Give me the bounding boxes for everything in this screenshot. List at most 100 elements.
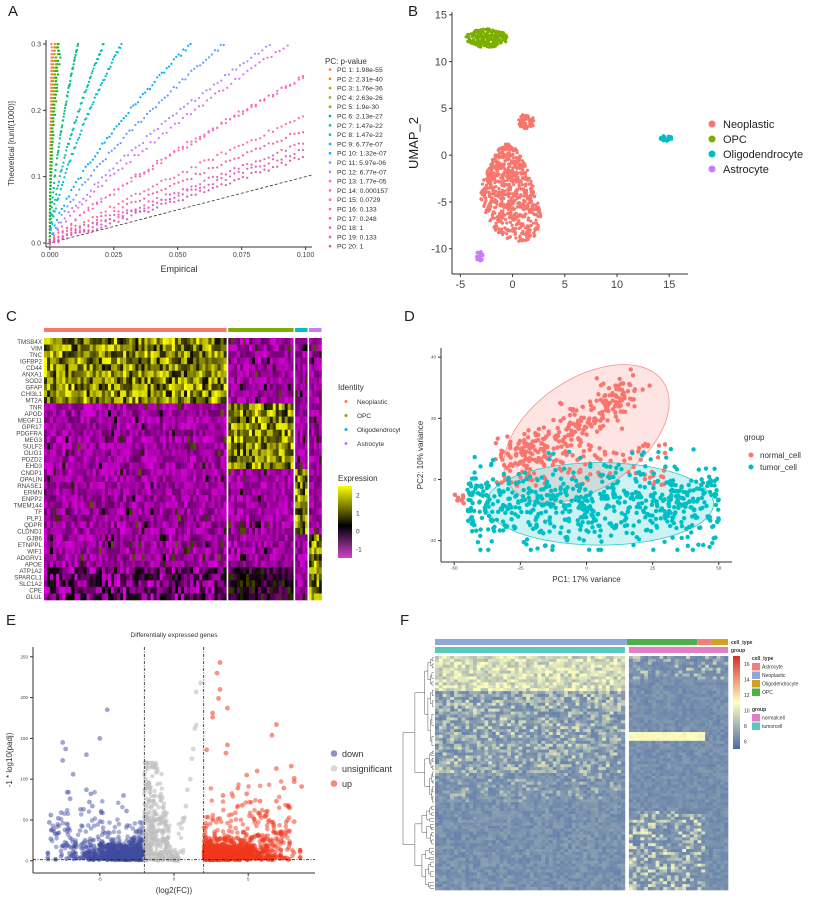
panel-b-point bbox=[485, 169, 490, 173]
panel-b-point bbox=[537, 208, 542, 212]
panel-b-point bbox=[534, 203, 538, 207]
panel-c-heatmap-cell bbox=[123, 396, 127, 404]
panel-b-point bbox=[513, 159, 517, 164]
panel-c-heatmap-cell bbox=[138, 390, 142, 398]
panel-a-series-18 bbox=[48, 142, 305, 243]
panel-c-heatmap-cell bbox=[309, 344, 312, 352]
panel-c-heatmap-cell bbox=[141, 396, 145, 404]
panel-b-point bbox=[505, 202, 509, 206]
panel-a-legend-swatch bbox=[328, 86, 332, 90]
panel-a-point bbox=[182, 105, 186, 108]
panel-c-heatmap-cell bbox=[187, 390, 191, 398]
panel-c-heatmap-cell bbox=[217, 390, 221, 398]
panel-c-heatmap-cell bbox=[260, 449, 265, 457]
panel-c-heatmap-cell bbox=[104, 344, 109, 352]
panel-c-heatmap-cell bbox=[107, 482, 112, 489]
panel-a-point bbox=[54, 69, 57, 73]
panel-c-heatmap-cell bbox=[295, 357, 298, 365]
panel-c-heatmap-cell bbox=[275, 370, 280, 378]
panel-c-heatmap-cell bbox=[295, 338, 298, 345]
panel-c-heatmap-cell bbox=[214, 410, 218, 417]
panel-c-heatmap-cell bbox=[47, 377, 51, 385]
panel-b-point bbox=[521, 168, 525, 172]
panel-b-point bbox=[466, 40, 471, 44]
panel-a-point bbox=[164, 120, 167, 123]
panel-a-point bbox=[168, 116, 171, 120]
panel-a-point bbox=[141, 150, 144, 153]
panel-c-heatmap-cell bbox=[126, 508, 130, 516]
panel-c-heatmap-cell bbox=[95, 455, 100, 463]
panel-c-heatmap-cell bbox=[74, 357, 78, 365]
panel-c-heatmap-cell bbox=[266, 416, 271, 424]
panel-c-heatmap-cell bbox=[251, 436, 256, 444]
panel-a-point bbox=[112, 167, 115, 170]
panel-c-heatmap-cell bbox=[62, 495, 66, 503]
panel-c-heatmap-cell bbox=[260, 370, 265, 378]
panel-c-heatmap-cell bbox=[269, 429, 274, 437]
panel-c-heatmap-cell bbox=[56, 403, 60, 411]
panel-a-point bbox=[55, 157, 59, 160]
panel-c-heatmap-cell bbox=[220, 475, 224, 483]
panel-b-y-tick-label: 15 bbox=[435, 10, 447, 22]
panel-a-point bbox=[263, 158, 266, 161]
panel-c-heatmap-cell bbox=[129, 508, 133, 516]
panel-c-heatmap-cell bbox=[123, 508, 127, 516]
panel-b-point bbox=[520, 159, 525, 163]
panel-c-heatmap-cell bbox=[314, 429, 317, 437]
panel-a-point bbox=[125, 182, 129, 185]
panel-c-heatmap-cell bbox=[311, 508, 315, 516]
panel-c-heatmap-cell bbox=[144, 370, 148, 378]
panel-c-heatmap-cell bbox=[53, 357, 57, 365]
panel-a-point bbox=[146, 112, 149, 116]
panel-c-heatmap-cell bbox=[92, 501, 97, 509]
panel-a-point bbox=[50, 56, 53, 59]
panel-a-point bbox=[161, 132, 164, 135]
panel-a-point bbox=[203, 186, 206, 189]
panel-a-point bbox=[169, 90, 172, 93]
panel-c-heatmap-cell bbox=[126, 377, 130, 385]
panel-c-heatmap-cell bbox=[202, 403, 206, 411]
panel-c-heatmap-cell bbox=[123, 449, 127, 457]
panel-c-heatmap-cell bbox=[275, 495, 280, 503]
panel-c-heatmap-cell bbox=[184, 495, 188, 503]
panel-c-heatmap-cell bbox=[120, 383, 124, 391]
panel-c-heatmap-cell bbox=[159, 508, 164, 516]
panel-a-point bbox=[55, 218, 59, 222]
panel-c-heatmap-cell bbox=[208, 436, 212, 444]
panel-c-heatmap-cell bbox=[275, 383, 280, 391]
panel-c-heatmap-cell bbox=[311, 475, 315, 483]
panel-a-point bbox=[254, 138, 257, 141]
panel-c-heatmap-cell bbox=[92, 508, 97, 516]
panel-a-point bbox=[216, 185, 219, 188]
panel-a-y-axis-label: Theoretical [runif(1000)] bbox=[7, 101, 16, 186]
panel-a-legend-swatch bbox=[328, 170, 332, 174]
panel-a-point bbox=[59, 188, 62, 191]
panel-a-point bbox=[301, 155, 305, 159]
panel-c-heatmap-cell bbox=[156, 396, 160, 404]
panel-c-heatmap-cell bbox=[59, 501, 63, 509]
panel-c-heatmap-cell bbox=[117, 436, 121, 444]
panel-c-heatmap-cell bbox=[290, 488, 294, 496]
panel-a-point bbox=[139, 96, 142, 99]
panel-c-heatmap-cell bbox=[165, 462, 170, 470]
panel-c-heatmap-cell bbox=[132, 501, 136, 509]
panel-c-heatmap-cell bbox=[254, 344, 259, 352]
panel-a-point bbox=[138, 175, 142, 178]
panel-c-heatmap-cell bbox=[278, 488, 282, 496]
panel-c-heatmap-cell bbox=[208, 455, 212, 463]
panel-b-point bbox=[509, 210, 513, 215]
panel-c-heatmap-cell bbox=[260, 521, 265, 529]
panel-c-heatmap-cell bbox=[237, 383, 241, 391]
panel-c-heatmap-cell bbox=[56, 495, 60, 503]
panel-b-point bbox=[503, 148, 507, 152]
panel-c-heatmap-cell bbox=[89, 521, 94, 529]
panel-c-heatmap-cell bbox=[211, 442, 215, 450]
panel-c-heatmap-cell bbox=[80, 344, 84, 352]
panel-c-heatmap-cell bbox=[71, 396, 75, 404]
panel-c-heatmap-cell bbox=[114, 396, 118, 404]
panel-c-heatmap-cell bbox=[153, 462, 157, 470]
panel-a-point bbox=[113, 128, 116, 131]
panel-a-point bbox=[83, 223, 86, 226]
panel-b-point bbox=[496, 179, 500, 183]
panel-c-heatmap-cell bbox=[290, 416, 294, 424]
